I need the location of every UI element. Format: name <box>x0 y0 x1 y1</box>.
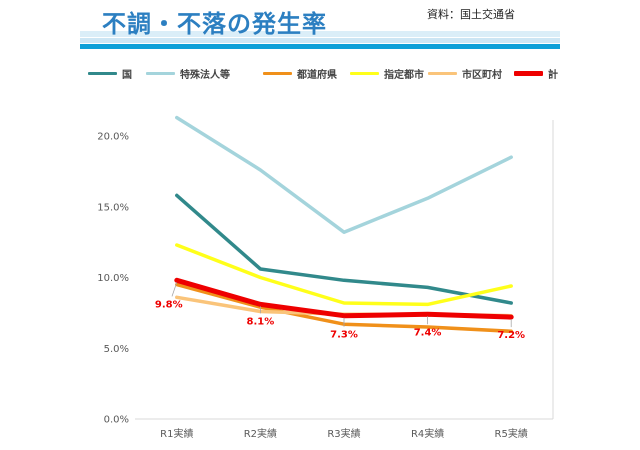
chart-legend: 国 特殊法人等 都道府県 指定都市 市区町村 計 <box>88 64 558 82</box>
y-tick-label: 15.0% <box>97 202 129 213</box>
data-label: 7.4% <box>414 327 442 338</box>
legend-swatch <box>146 71 175 75</box>
legend-item: 計 <box>514 64 558 82</box>
legend-item: 都道府県 <box>263 64 337 82</box>
data-label: 7.2% <box>497 330 525 341</box>
x-tick-label: R4実績 <box>411 427 444 440</box>
legend-label: 計 <box>548 69 558 81</box>
legend-swatch <box>263 71 292 75</box>
legend-label: 市区町村 <box>462 69 502 81</box>
legend-swatch <box>428 71 457 75</box>
data-label: 8.1% <box>247 316 275 327</box>
series-line-特殊法人等 <box>175 115 513 234</box>
legend-item: 国 <box>88 64 132 82</box>
data-label: 7.3% <box>330 330 358 341</box>
legend-label: 指定都市 <box>384 69 424 81</box>
legend-label: 特殊法人等 <box>180 69 230 81</box>
legend-swatch <box>88 71 117 75</box>
title-band-mid <box>80 38 560 43</box>
y-tick-label: 5.0% <box>104 344 129 355</box>
series-line-国 <box>175 193 513 305</box>
source-note: 資料：国土交通省 <box>427 8 515 21</box>
legend-item: 市区町村 <box>428 64 502 82</box>
y-tick-label: 20.0% <box>97 132 129 143</box>
title-band-light <box>80 31 560 37</box>
y-tick-label: 10.0% <box>97 273 129 284</box>
title-band-accent <box>80 44 560 49</box>
x-tick-label: R2実績 <box>244 427 277 440</box>
legend-label: 都道府県 <box>297 69 337 81</box>
legend-label: 国 <box>122 69 132 81</box>
legend-swatch <box>514 70 543 76</box>
data-label: 9.8% <box>155 299 183 310</box>
data-label-leader <box>171 282 178 297</box>
title-banner: 不調・不落の発生率 <box>80 0 560 54</box>
legend-swatch <box>350 71 379 75</box>
series-line-計 <box>174 277 514 320</box>
legend-item: 指定都市 <box>350 64 424 82</box>
legend-item: 特殊法人等 <box>146 64 230 82</box>
x-tick-label: R5実績 <box>495 427 528 440</box>
x-tick-label: R1実績 <box>160 427 193 440</box>
y-tick-label: 0.0% <box>104 415 129 426</box>
series-line-指定都市 <box>175 243 513 307</box>
chart-title: 不調・不落の発生率 <box>102 10 327 38</box>
x-tick-label: R3実績 <box>327 427 360 440</box>
